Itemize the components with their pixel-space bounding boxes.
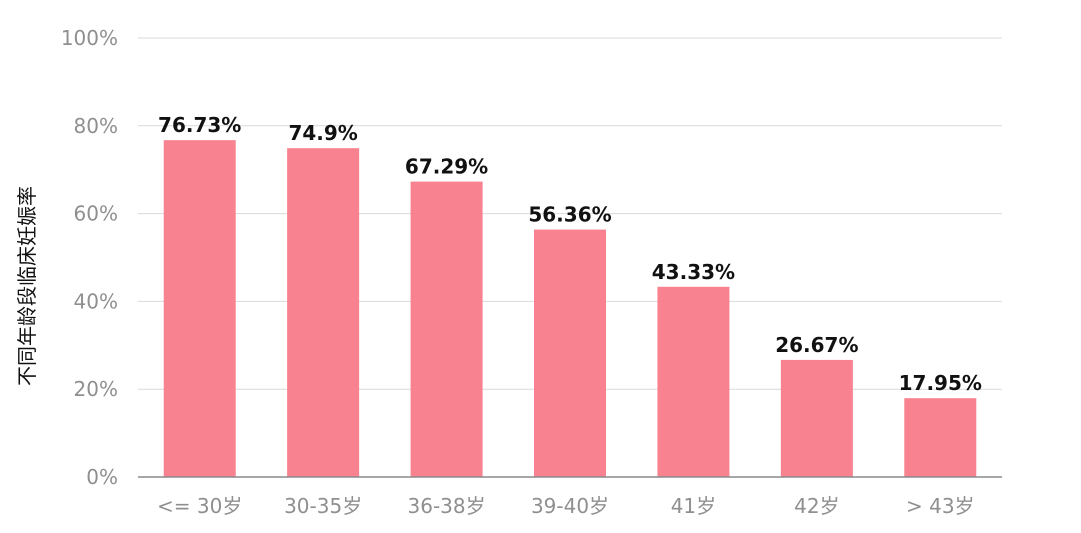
y-axis-title: 不同年龄段临床妊娠率 <box>15 186 39 386</box>
y-tick-label-3: 60% <box>74 202 118 226</box>
x-category-label-6: > 43岁 <box>906 494 975 518</box>
bar-value-label-4: 43.33% <box>652 260 735 284</box>
grid-layer <box>138 37 1002 390</box>
bar-6 <box>904 398 977 477</box>
bar-0 <box>163 140 236 477</box>
bar-value-label-2: 67.29% <box>405 155 488 179</box>
y-tick-label-0: 0% <box>86 465 118 489</box>
y-tick-label-2: 40% <box>74 289 118 313</box>
bar-value-label-1: 74.9% <box>288 121 357 145</box>
x-category-label-0: <= 30岁 <box>157 494 242 518</box>
bar-1 <box>287 148 360 477</box>
bar-value-label-6: 17.95% <box>899 371 982 395</box>
bar-value-label-0: 76.73% <box>158 113 241 137</box>
x-category-label-2: 36-38岁 <box>408 494 486 518</box>
y-tick-label-4: 80% <box>74 114 118 138</box>
bar-4 <box>657 286 730 477</box>
y-tick-label-1: 20% <box>74 377 118 401</box>
bar-5 <box>780 359 853 477</box>
y-tick-label-5: 100% <box>61 26 118 50</box>
x-category-label-3: 39-40岁 <box>531 494 609 518</box>
bar-value-label-3: 56.36% <box>528 203 611 227</box>
x-category-label-5: 42岁 <box>794 494 839 518</box>
bar-2 <box>410 181 483 477</box>
label-layer: 0% 20% 40% 60% 80% 100% 76.73% <= 30岁 74.9% 30-35… <box>61 26 982 518</box>
x-category-label-1: 30-35岁 <box>284 494 362 518</box>
x-category-label-4: 41岁 <box>671 494 716 518</box>
bar-layer <box>163 140 977 477</box>
bar-value-label-5: 26.67% <box>775 333 858 357</box>
bar-3 <box>534 229 606 477</box>
